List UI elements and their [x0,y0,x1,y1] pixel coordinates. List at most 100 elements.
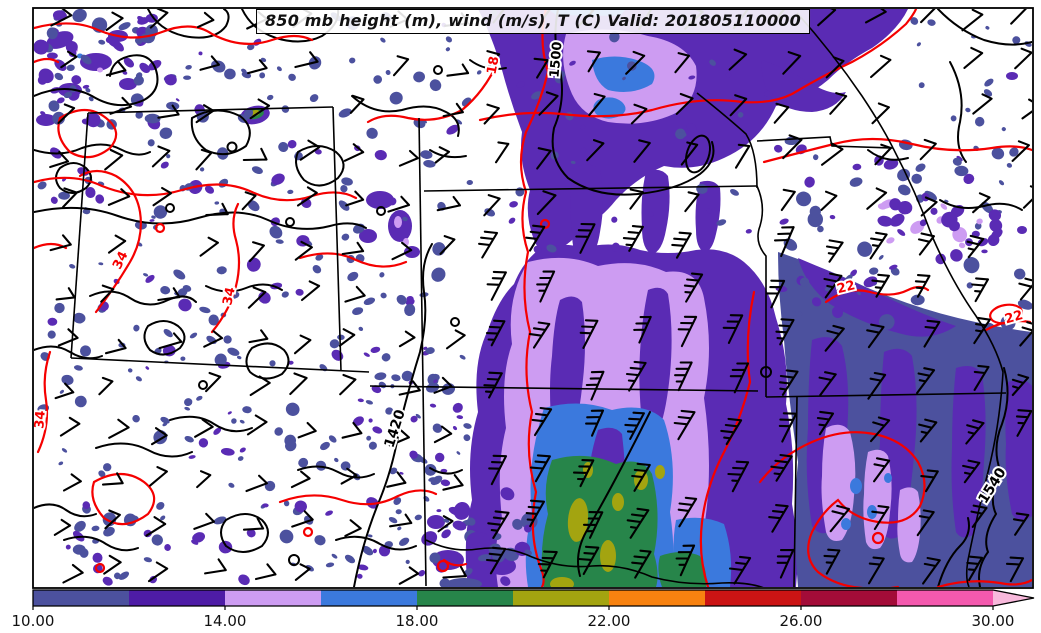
wind-barb [104,338,127,355]
wind-barb [398,330,416,348]
wind-barb [582,511,604,539]
wind-barb [389,513,413,528]
wind-barb [914,274,931,298]
wind-barb [485,546,507,575]
wind-barb [294,563,311,581]
wind-barb [536,190,557,216]
wind-barb [722,314,744,344]
wind-barb [442,474,464,491]
contour-label: 18 [485,55,503,75]
colorbar-segment [801,590,897,606]
wind-barb [249,375,271,397]
wind-barb [1015,409,1032,437]
wind-barb [107,234,127,254]
colorbar-segment [33,590,129,606]
wind-barb [820,142,844,166]
wind-barb [50,9,73,27]
wind-barb [971,277,990,303]
contour-label: 34 [220,286,238,307]
wind-barb [684,191,700,213]
wind-barb [920,469,939,493]
wind-barb [1018,277,1032,301]
colorbar-tick-label: 14.00 [204,612,247,630]
contour-label: 22 [1003,308,1025,327]
wind-barb [205,371,222,393]
wind-barb [823,272,843,299]
wind-barb [107,188,131,206]
wind-barb [871,273,890,298]
wind-barb [824,324,845,352]
wind-barb [149,466,168,487]
wind-barb [296,186,318,207]
wind-barb [291,510,314,528]
wind-barb [483,103,500,125]
wind-barb [294,51,319,69]
colorbar-outline [32,589,1035,607]
wind-barb [249,98,271,120]
wind-barb [62,187,78,209]
contour-label: 34 [110,249,131,272]
wind-barb [1010,9,1027,25]
wind-barb [340,467,358,485]
wind-barb [775,318,795,346]
wind-barb [349,94,365,114]
wind-barb [157,104,180,119]
wind-barb [728,48,748,71]
wind-barb [294,240,313,261]
wind-barb [773,102,790,124]
wind-barb [386,471,407,488]
wind-barb [299,139,321,161]
wind-barb [529,454,551,483]
wind-barb [624,411,645,440]
wind-barb [962,459,981,484]
wind-barb [919,138,937,161]
wind-barb [442,565,467,579]
wind-barb [203,330,224,348]
wind-barb [585,409,605,437]
colorbar-segment [705,590,801,606]
wind-barb [254,563,277,581]
wind-barb [677,315,698,348]
wind-barb [104,509,121,530]
wind-barb [442,102,464,118]
wind-barb [341,421,363,439]
wind-barb [923,319,941,348]
wind-barb [873,457,891,483]
wind-barb [483,194,501,217]
wind-barb [391,241,413,261]
wind-barb [345,190,365,207]
wind-barb [437,515,454,533]
wind-barb [829,504,851,533]
wind-barb [734,143,751,169]
wind-barb [922,556,941,585]
wind-barb [531,406,553,437]
wind-barb [484,50,501,71]
wind-barb [193,512,216,530]
wind-barb [439,235,456,255]
colorbar-segment [129,590,225,606]
wind-barb [768,504,789,533]
wind-barb [585,370,605,401]
wind-barb [199,55,220,71]
wind-barb [483,371,503,399]
wind-barb [446,63,470,77]
wind-barb [673,409,696,441]
wind-barb [157,287,181,302]
wind-barb [966,234,985,259]
colorbar-segment [225,590,321,606]
wind-barb [478,230,499,259]
colorbar-segment [609,590,705,606]
wind-barb [538,91,559,116]
colorbar-segment [513,590,609,606]
wind-barb [152,186,173,207]
wind-barb [195,104,215,124]
wind-barb [916,509,935,537]
wind-barb [196,470,212,489]
wind-barb [436,195,462,212]
wind-barb [533,57,549,79]
wind-barb [917,232,935,256]
wind-barb [242,147,268,162]
wind-barb [204,558,227,575]
wind-barb [874,143,892,166]
